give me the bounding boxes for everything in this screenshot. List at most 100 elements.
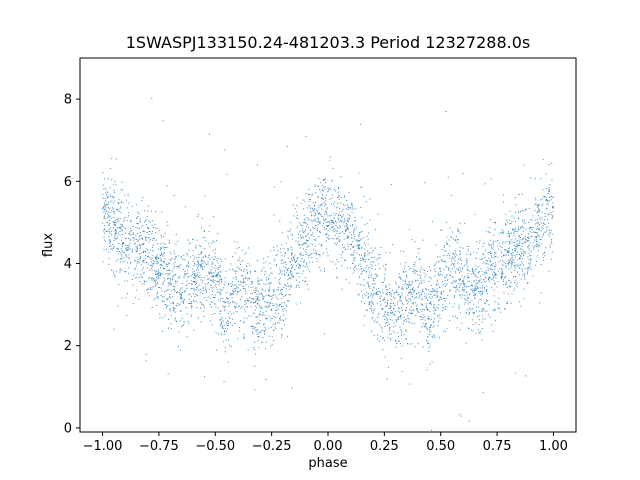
data-point <box>503 261 505 263</box>
data-point <box>159 254 161 256</box>
data-point <box>414 241 416 243</box>
data-point <box>324 182 326 184</box>
data-point <box>146 236 148 238</box>
data-point <box>175 283 177 285</box>
data-point <box>544 255 546 257</box>
data-point <box>438 304 440 306</box>
data-point <box>433 321 435 323</box>
data-point <box>439 256 441 258</box>
data-point <box>518 229 520 231</box>
data-point <box>155 211 157 213</box>
data-point <box>448 268 450 270</box>
data-point <box>177 291 179 293</box>
data-point <box>372 310 374 312</box>
data-point <box>196 294 198 296</box>
data-point <box>394 297 396 299</box>
data-point <box>158 274 160 276</box>
data-point <box>472 269 474 271</box>
data-point <box>111 179 113 181</box>
data-point <box>216 273 218 275</box>
data-point <box>464 289 466 291</box>
data-point <box>380 291 382 293</box>
data-point <box>508 264 510 266</box>
data-point <box>210 271 212 273</box>
data-point <box>550 199 552 201</box>
data-point <box>176 280 178 282</box>
data-point <box>467 281 469 283</box>
data-point <box>226 298 228 300</box>
data-point <box>369 295 371 297</box>
data-point <box>460 415 462 417</box>
data-point <box>532 215 534 217</box>
data-point <box>400 278 402 280</box>
data-point <box>514 212 516 214</box>
data-point <box>405 275 407 277</box>
data-point <box>487 267 489 269</box>
data-point <box>481 321 483 323</box>
data-point <box>183 301 185 303</box>
data-point <box>281 270 283 272</box>
data-point <box>441 274 443 276</box>
data-point <box>361 268 363 270</box>
data-point <box>106 230 108 232</box>
data-point <box>424 315 426 317</box>
data-point <box>484 271 486 273</box>
data-point <box>279 318 281 320</box>
data-point <box>466 260 468 262</box>
data-point <box>251 325 253 327</box>
data-point <box>273 329 275 331</box>
data-point <box>523 251 525 253</box>
data-point <box>377 213 379 215</box>
data-point <box>441 293 443 295</box>
data-point <box>490 250 492 252</box>
data-point <box>106 194 108 196</box>
data-point <box>378 312 380 314</box>
data-point <box>410 292 412 294</box>
data-point <box>270 317 272 319</box>
data-point <box>399 286 401 288</box>
data-point <box>508 232 510 234</box>
data-point <box>252 327 254 329</box>
data-point <box>437 295 439 297</box>
data-point <box>527 269 529 271</box>
data-point <box>118 202 120 204</box>
data-point <box>166 247 168 248</box>
data-point <box>502 241 504 243</box>
data-point <box>249 264 251 266</box>
data-point <box>422 304 424 306</box>
data-point <box>166 298 168 300</box>
data-point <box>394 332 396 334</box>
data-point <box>546 200 548 202</box>
data-point <box>537 221 539 223</box>
data-point <box>283 287 285 288</box>
data-point <box>332 261 334 263</box>
data-point <box>457 230 459 232</box>
data-point <box>397 294 399 296</box>
data-point <box>466 253 468 255</box>
data-point <box>192 239 194 241</box>
data-point <box>183 299 185 301</box>
data-point <box>347 206 349 208</box>
data-point <box>123 252 125 254</box>
data-point <box>307 234 309 236</box>
data-point <box>261 293 263 295</box>
data-point <box>172 276 174 278</box>
data-point <box>315 238 317 240</box>
data-point <box>463 277 465 279</box>
data-point <box>117 247 119 249</box>
data-point <box>449 274 451 276</box>
data-point <box>268 286 270 288</box>
data-point <box>525 222 527 224</box>
data-point <box>552 202 554 204</box>
data-point <box>358 264 360 266</box>
data-point <box>456 289 458 291</box>
data-point <box>354 265 356 267</box>
data-point <box>148 269 150 271</box>
data-point <box>454 287 456 289</box>
data-point <box>533 248 534 250</box>
data-point <box>261 279 263 281</box>
data-point <box>236 303 238 305</box>
data-point <box>385 322 387 324</box>
data-point <box>548 213 550 215</box>
data-point <box>436 296 438 298</box>
